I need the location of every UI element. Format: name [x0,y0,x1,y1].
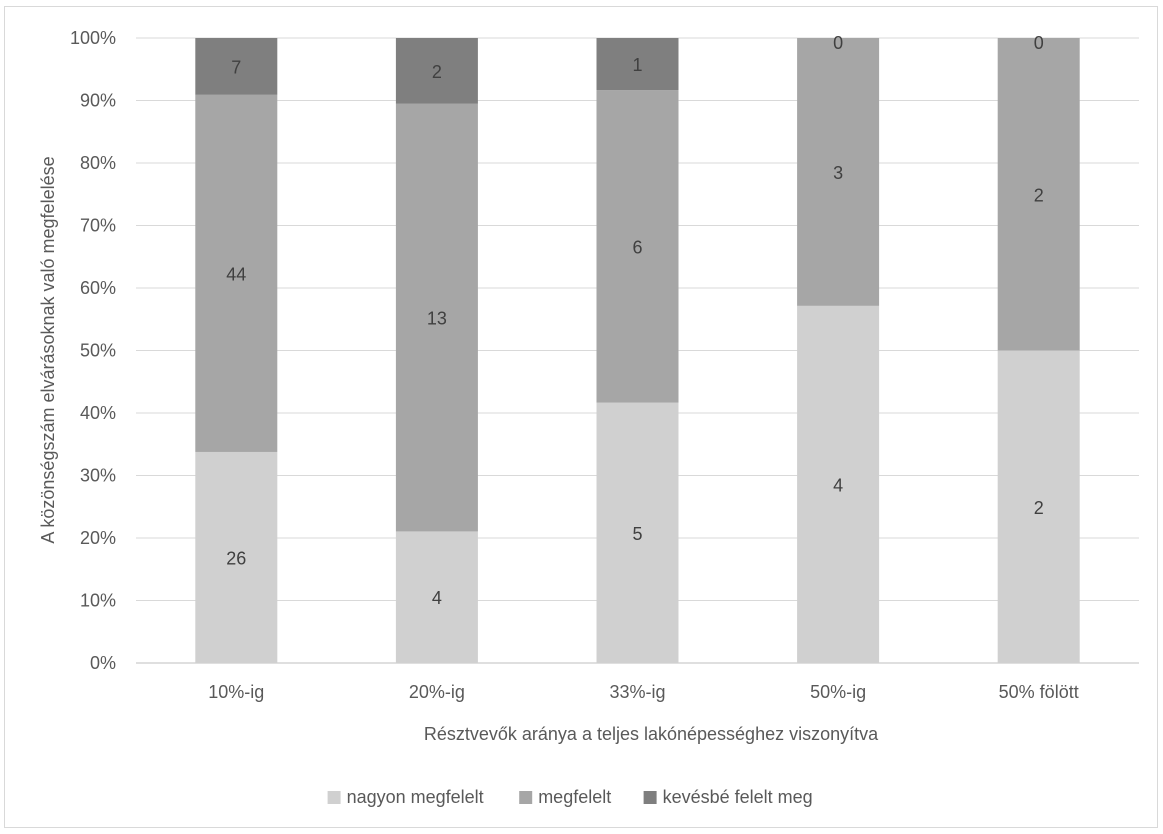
legend-swatch [519,791,533,804]
bar-segment [797,38,880,306]
data-label: 0 [1034,33,1044,53]
y-tick-label: 10% [80,591,116,611]
legend-label: megfelelt [538,787,611,807]
bar-segment [797,305,880,663]
x-tick-label: 50% fölött [999,682,1079,702]
y-tick-label: 30% [80,466,116,486]
bar-segment [195,451,278,663]
bar-segment [395,38,478,104]
data-label: 2 [1034,498,1044,518]
data-label: 26 [226,548,246,568]
legend-item: kevésbé felelt meg [643,787,813,807]
chart-frame: 26 44 7 4 13 2 5 6 1 4 3 0 2 2 0 0% 10% 20% 30% 40% 50% 60% 7… [4,6,1158,828]
bar-segment [596,38,679,91]
legend-label: nagyon megfelelt [347,787,484,807]
legend-label: kevésbé felelt meg [663,787,813,807]
bar-segment [997,350,1080,663]
data-label: 3 [833,163,843,183]
x-axis-ticks: 10%-ig 20%-ig 33%-ig 50%-ig 50% fölött [208,682,1078,702]
x-tick-label: 10%-ig [208,682,264,702]
y-tick-label: 90% [80,91,116,111]
bar-segment [596,90,679,403]
legend-item: megfelelt [519,787,611,807]
bar-segment [195,94,278,452]
y-tick-label: 60% [80,278,116,298]
x-tick-label: 33%-ig [609,682,665,702]
y-tick-label: 70% [80,216,116,236]
legend: nagyon megfelelt megfelelt kevésbé felelt … [327,787,813,807]
y-tick-label: 50% [80,341,116,361]
data-labels: 26 44 7 4 13 2 5 6 1 4 3 0 2 2 0 [226,33,1043,608]
bar-segment [395,103,478,532]
x-tick-label: 50%-ig [810,682,866,702]
data-label: 44 [226,264,246,284]
y-tick-label: 80% [80,153,116,173]
y-tick-label: 0% [90,653,116,673]
bars [195,38,1080,663]
y-axis-ticks: 0% 10% 20% 30% 40% 50% 60% 70% 80% 90% 100% [70,28,116,673]
data-label: 2 [432,62,442,82]
data-label: 2 [1034,185,1044,205]
data-label: 7 [231,57,241,77]
data-label: 4 [432,588,442,608]
data-label: 0 [833,33,843,53]
bar-segment [195,38,278,95]
y-tick-label: 100% [70,28,116,48]
data-label: 13 [427,309,447,329]
legend-item: nagyon megfelelt [327,787,484,807]
legend-swatch [643,791,657,804]
y-axis-title: A közönségszám elvárásoknak való megfele… [38,156,58,543]
bar-segment [997,38,1080,351]
bar-segment [596,402,679,663]
bar-segment [395,531,478,663]
x-tick-label: 20%-ig [409,682,465,702]
y-tick-label: 20% [80,528,116,548]
x-axis-title: Résztvevők aránya a teljes lakónépességh… [424,724,879,744]
y-tick-label: 40% [80,403,116,423]
legend-swatch [327,791,341,804]
data-label: 6 [632,237,642,257]
data-label: 5 [632,524,642,544]
stacked-bar-chart: 26 44 7 4 13 2 5 6 1 4 3 0 2 2 0 0% 10% 20% 30% 40% 50% 60% 7… [38,28,1139,807]
data-label: 1 [632,55,642,75]
data-label: 4 [833,475,843,495]
